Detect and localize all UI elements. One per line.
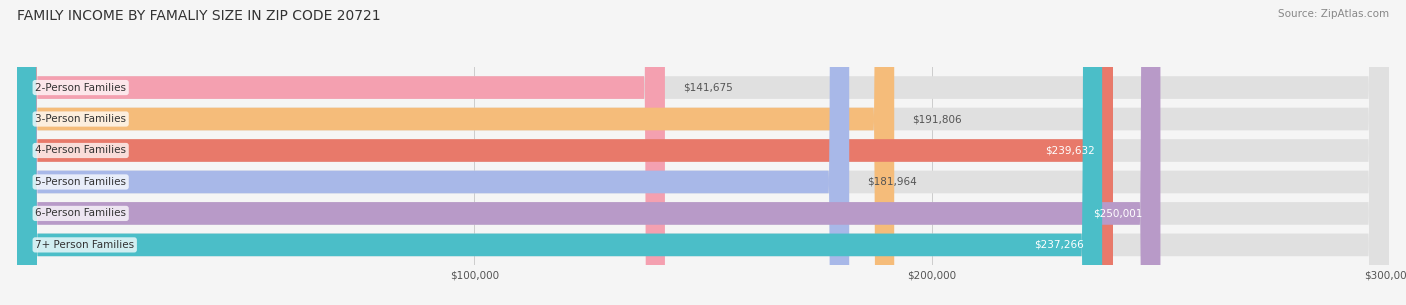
- Text: 3-Person Families: 3-Person Families: [35, 114, 127, 124]
- Text: 5-Person Families: 5-Person Families: [35, 177, 127, 187]
- Text: 7+ Person Families: 7+ Person Families: [35, 240, 135, 250]
- Text: 4-Person Families: 4-Person Families: [35, 145, 127, 156]
- Text: $191,806: $191,806: [912, 114, 962, 124]
- FancyBboxPatch shape: [17, 0, 894, 305]
- FancyBboxPatch shape: [17, 0, 1389, 305]
- FancyBboxPatch shape: [17, 0, 665, 305]
- FancyBboxPatch shape: [17, 0, 1389, 305]
- Text: $237,266: $237,266: [1035, 240, 1084, 250]
- Text: $239,632: $239,632: [1045, 145, 1095, 156]
- FancyBboxPatch shape: [17, 0, 1389, 305]
- Text: 6-Person Families: 6-Person Families: [35, 208, 127, 218]
- FancyBboxPatch shape: [17, 0, 1102, 305]
- FancyBboxPatch shape: [17, 0, 1389, 305]
- Text: Source: ZipAtlas.com: Source: ZipAtlas.com: [1278, 9, 1389, 19]
- FancyBboxPatch shape: [17, 0, 1389, 305]
- FancyBboxPatch shape: [17, 0, 1114, 305]
- FancyBboxPatch shape: [17, 0, 1389, 305]
- Text: $181,964: $181,964: [868, 177, 917, 187]
- Text: 2-Person Families: 2-Person Families: [35, 83, 127, 92]
- FancyBboxPatch shape: [17, 0, 849, 305]
- Text: $250,001: $250,001: [1092, 208, 1142, 218]
- FancyBboxPatch shape: [17, 0, 1160, 305]
- Text: FAMILY INCOME BY FAMALIY SIZE IN ZIP CODE 20721: FAMILY INCOME BY FAMALIY SIZE IN ZIP COD…: [17, 9, 381, 23]
- Text: $141,675: $141,675: [683, 83, 733, 92]
